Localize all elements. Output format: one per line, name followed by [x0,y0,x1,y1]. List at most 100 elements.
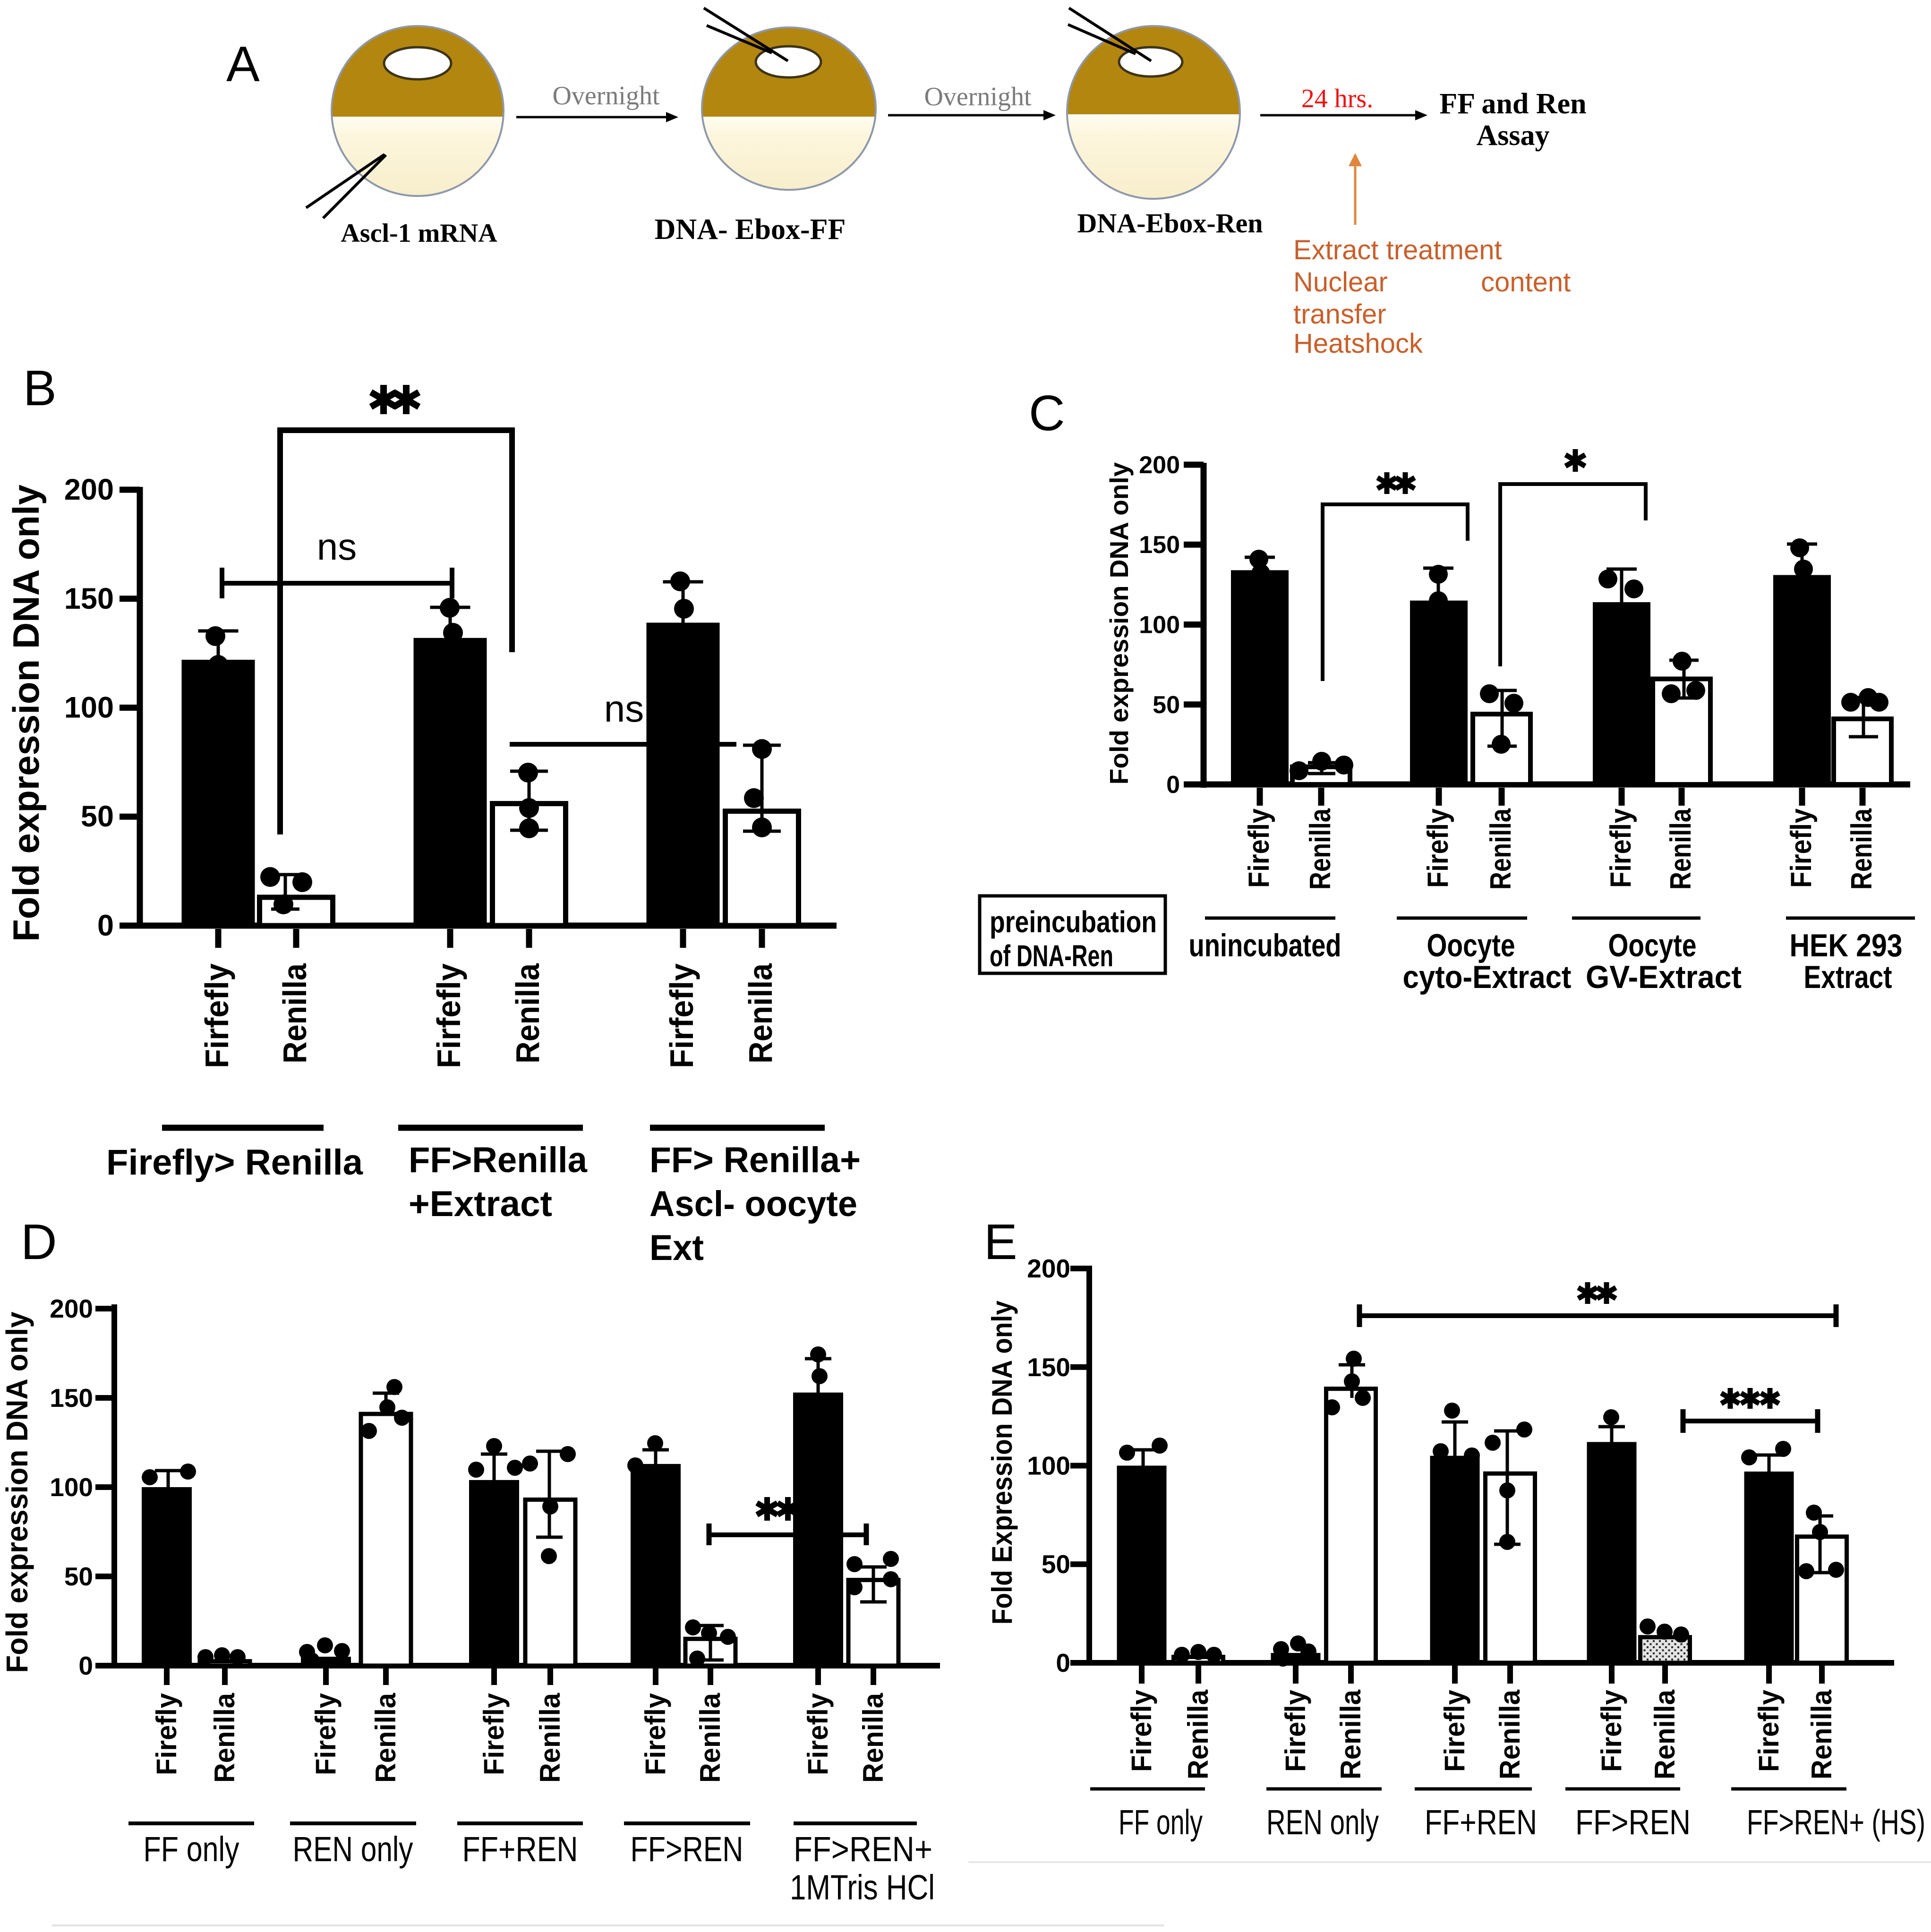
svg-text:Heatshock: Heatshock [1293,328,1423,359]
svg-text:+Extract: +Extract [409,1184,552,1224]
svg-text:Firefly: Firefly [151,1693,182,1775]
svg-text:100: 100 [1027,1451,1070,1481]
svg-text:E: E [984,1214,1017,1270]
svg-text:REN only: REN only [293,1830,413,1869]
svg-text:of DNA-Ren: of DNA-Ren [990,939,1113,973]
svg-text:50: 50 [1042,1549,1070,1579]
svg-text:Renilla: Renilla [694,1693,726,1783]
svg-text:100: 100 [64,691,114,724]
svg-text:1MTris HCl: 1MTris HCl [790,1868,935,1907]
svg-text:Oocyte: Oocyte [1608,928,1697,963]
svg-text:Renilla: Renilla [1649,1689,1681,1779]
svg-text:Extract: Extract [1804,959,1892,995]
svg-text:Ascl-1 mRNA: Ascl-1 mRNA [341,219,497,248]
svg-text:150: 150 [50,1383,93,1413]
svg-text:FF only: FF only [144,1830,239,1869]
svg-text:Firefly: Firefly [1243,809,1275,888]
svg-text:Firefly> Renilla: Firefly> Renilla [106,1142,363,1183]
svg-text:FF> Renilla+: FF> Renilla+ [649,1140,861,1180]
svg-text:24 hrs.: 24 hrs. [1301,84,1373,113]
svg-text:Firefly: Firefly [1126,1689,1157,1772]
svg-text:200: 200 [64,473,114,506]
svg-text:Renilla: Renilla [1182,1689,1214,1779]
svg-text:Renilla: Renilla [742,963,779,1064]
svg-text:Renilla: Renilla [1304,809,1337,890]
svg-text:FF>REN: FF>REN [631,1830,743,1869]
svg-text:FF+REN: FF+REN [1425,1803,1537,1842]
svg-text:Firefly: Firefly [1596,1689,1627,1772]
svg-text:0: 0 [1166,771,1180,799]
svg-text:DNA-Ebox-Ren: DNA-Ebox-Ren [1077,208,1263,238]
svg-text:Firefly: Firefly [478,1693,510,1775]
svg-text:Firefly: Firefly [1422,809,1454,888]
svg-text:Firfefly: Firfefly [663,963,700,1068]
svg-text:Firefly: Firefly [640,1693,671,1775]
svg-text:B: B [23,360,57,416]
svg-text:Assay: Assay [1476,119,1549,152]
svg-text:Overnight: Overnight [552,81,660,111]
svg-text:Fold expression DNA only: Fold expression DNA only [1104,462,1134,784]
svg-text:preincubation: preincubation [990,905,1157,939]
svg-text:Renilla: Renilla [276,963,313,1064]
svg-text:unincubated: unincubated [1189,928,1341,963]
svg-text:Fold Expression DNA only: Fold Expression DNA only [986,1300,1018,1625]
svg-text:REN only: REN only [1266,1803,1379,1842]
svg-text:Fold expression DNA only: Fold expression DNA only [5,485,47,942]
svg-text:Overnight: Overnight [924,82,1032,111]
svg-text:200: 200 [1027,1254,1070,1283]
svg-text:50: 50 [81,800,114,833]
svg-text:Firefly: Firefly [802,1693,834,1775]
svg-text:50: 50 [1153,691,1180,719]
svg-text:Extract treatment: Extract treatment [1293,235,1502,265]
svg-text:0: 0 [1056,1648,1070,1677]
svg-text:Firfefly: Firfefly [430,963,467,1068]
svg-text:Oocyte: Oocyte [1427,928,1515,963]
svg-text:FF>REN+: FF>REN+ [794,1830,932,1869]
svg-text:Ascl- oocyte: Ascl- oocyte [649,1184,857,1224]
svg-text:100: 100 [1139,612,1180,639]
svg-text:DNA- Ebox-FF: DNA- Ebox-FF [655,213,846,246]
svg-text:100: 100 [50,1472,93,1502]
svg-text:Firefly: Firefly [1280,1689,1311,1772]
svg-text:Renilla: Renilla [509,963,546,1064]
svg-text:FF only: FF only [1119,1803,1203,1842]
svg-text:150: 150 [64,582,114,615]
svg-text:FF+REN: FF+REN [462,1830,578,1869]
svg-text:D: D [21,1214,57,1270]
svg-text:50: 50 [64,1562,93,1591]
svg-text:transfer: transfer [1293,299,1386,330]
svg-text:FF>REN: FF>REN [1575,1803,1691,1842]
svg-text:FF and Ren: FF and Ren [1439,88,1586,120]
svg-text:Renilla: Renilla [1665,809,1697,890]
svg-text:0: 0 [97,909,114,942]
svg-text:Renilla: Renilla [1485,809,1517,890]
svg-text:Firefly: Firefly [310,1693,342,1775]
svg-text:GV-Extract: GV-Extract [1586,959,1742,995]
svg-text:200: 200 [50,1294,93,1323]
svg-text:FF>REN+ (HS): FF>REN+ (HS) [1747,1803,1925,1842]
svg-text:Firefly: Firefly [1439,1689,1470,1772]
svg-text:Renilla: Renilla [209,1693,240,1783]
svg-text:C: C [1029,385,1065,441]
svg-text:Renilla: Renilla [1494,1689,1526,1779]
svg-text:Firfefly: Firfefly [198,963,235,1068]
svg-text:Renilla: Renilla [370,1693,402,1783]
svg-text:150: 150 [1027,1353,1070,1382]
svg-text:0: 0 [78,1651,93,1680]
svg-text:150: 150 [1139,531,1180,559]
svg-text:Firefly: Firefly [1785,809,1818,888]
svg-text:content: content [1481,267,1571,298]
svg-text:ns: ns [317,526,357,568]
svg-text:Renilla: Renilla [1846,809,1878,890]
svg-text:200: 200 [1139,451,1180,479]
svg-text:Renilla: Renilla [1335,1689,1367,1779]
svg-text:Ext: Ext [649,1228,704,1268]
svg-text:Firefly: Firefly [1605,809,1637,888]
svg-text:Nuclear: Nuclear [1293,267,1388,298]
svg-text:ns: ns [604,688,644,730]
svg-text:Renilla: Renilla [857,1693,889,1783]
svg-text:Renilla: Renilla [1806,1689,1837,1779]
svg-text:HEK 293: HEK 293 [1790,928,1903,963]
svg-text:Fold expression DNA only: Fold expression DNA only [0,1311,34,1673]
svg-text:Renilla: Renilla [534,1693,566,1783]
